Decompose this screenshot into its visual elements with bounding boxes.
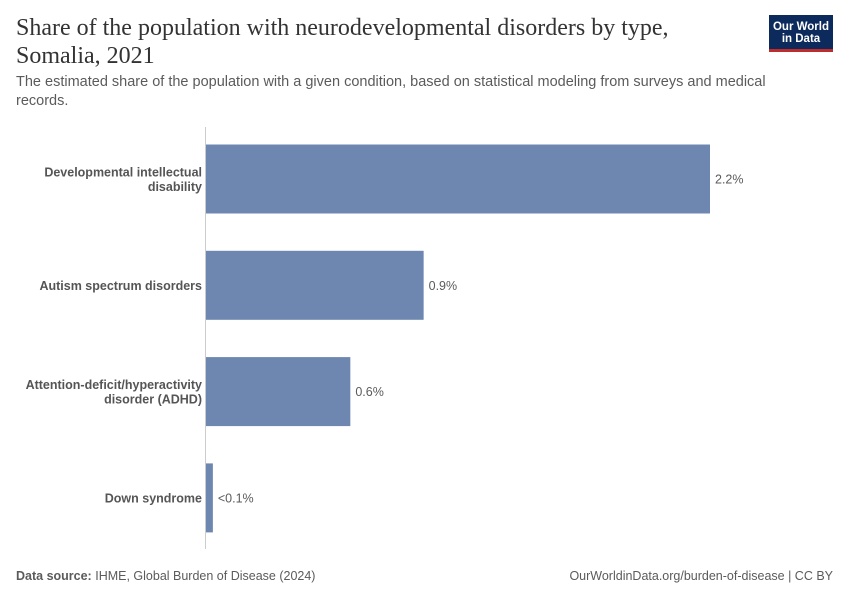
data-source[interactable]: Data source: IHME, Global Burden of Dise…: [16, 569, 315, 583]
value-label: 2.2%: [715, 173, 744, 187]
value-label: <0.1%: [218, 491, 254, 505]
bar: [206, 357, 351, 427]
bar: [206, 250, 424, 320]
bar: [206, 463, 213, 533]
data-source-label: Data source:: [16, 569, 92, 583]
source-link[interactable]: OurWorldinData.org/burden-of-disease | C…: [569, 569, 833, 583]
logo-line-2: in Data: [781, 33, 821, 45]
chart-subtitle: The estimated share of the population wi…: [16, 74, 766, 109]
data-source-text: IHME, Global Burden of Disease (2024): [95, 569, 316, 583]
value-label: 0.6%: [355, 385, 384, 399]
chart-title: Share of the population with neurodevelo…: [16, 15, 669, 69]
category-label: Down syndrome: [105, 491, 202, 505]
value-label: 0.9%: [429, 279, 458, 293]
logo-line-1: Our World: [772, 21, 829, 33]
bar: [206, 144, 710, 214]
owid-logo[interactable]: Our World in Data: [769, 15, 833, 52]
category-label: Autism spectrum disorders: [39, 279, 202, 293]
category-label: Attention-deficit/hyperactivity disorder …: [26, 378, 202, 407]
category-label: Developmental intellectual disability: [44, 165, 202, 194]
